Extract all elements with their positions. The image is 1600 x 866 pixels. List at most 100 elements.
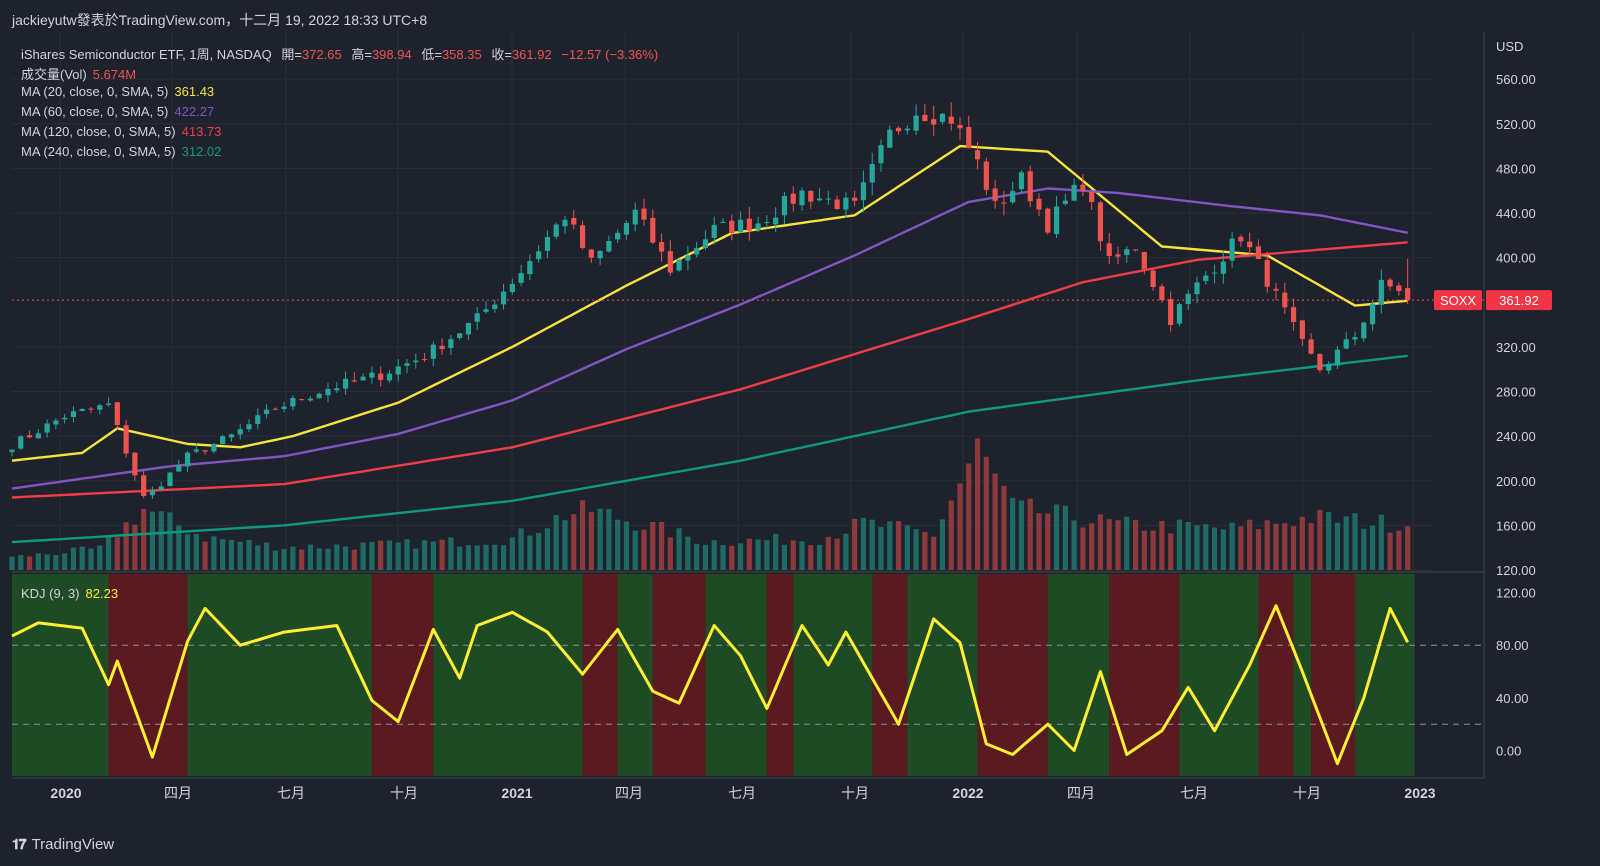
candle [1369, 300, 1376, 331]
volume-bar [18, 555, 24, 570]
candle [1115, 246, 1121, 265]
volume-bar [53, 555, 59, 570]
volume-bar [781, 544, 788, 570]
candle [430, 341, 436, 367]
candle-body [588, 249, 594, 258]
candle [1290, 298, 1297, 331]
candle [939, 112, 946, 125]
candle-body [553, 224, 559, 237]
volume-bar [457, 546, 463, 570]
candle [1220, 250, 1226, 284]
candle-body [1176, 304, 1183, 324]
candle [1045, 207, 1051, 235]
candle-body [334, 388, 340, 391]
volume-bar [764, 540, 770, 570]
volume-bar [1334, 522, 1341, 570]
candle [1168, 291, 1174, 332]
candle [579, 220, 586, 250]
volume-bar [114, 537, 120, 570]
kdj-zone [977, 574, 1048, 776]
volume-bar [1089, 523, 1095, 570]
candle-body [483, 309, 489, 312]
kdj-tick-label: 120.00 [1496, 586, 1536, 601]
candle-body [1027, 171, 1033, 202]
volume-bar [931, 536, 937, 570]
candle [9, 449, 15, 457]
candle [123, 419, 129, 458]
candle-body [1273, 288, 1279, 291]
time-tick-label: 四月 [1067, 785, 1095, 801]
volume-bar [641, 529, 647, 570]
candle [755, 216, 761, 233]
candle [395, 359, 401, 382]
candle-body [176, 465, 182, 472]
candle [465, 322, 472, 340]
candle [790, 186, 796, 212]
candlesticks[interactable] [9, 102, 1411, 500]
volume-bar [579, 500, 586, 570]
candle-body [1317, 354, 1323, 371]
candle [351, 372, 357, 383]
candle [773, 207, 779, 233]
volume-bar [176, 525, 182, 570]
candle-body [992, 188, 998, 201]
candle [439, 338, 445, 355]
candle [1308, 333, 1314, 355]
candle-body [228, 434, 235, 438]
price-tag-box [1486, 290, 1552, 311]
candle [1238, 234, 1244, 247]
candle-body [465, 322, 472, 335]
symbol-name: iShares Semiconductor ETF, 1周, NASDAQ [21, 47, 272, 62]
candle [70, 406, 77, 423]
ma120-label: MA (120, close, 0, SMA, 5) [21, 124, 176, 139]
vol-value: 5.674M [92, 67, 137, 82]
volume-bar [667, 537, 673, 570]
candle-body [1106, 243, 1112, 256]
candle [132, 452, 138, 481]
axes: USD 560.00 520.00 480.00 440.00 400.00 320.00 2… [12, 32, 1536, 801]
candle-body [1001, 202, 1007, 204]
volume-bar [325, 548, 331, 570]
currency-label: USD [1496, 39, 1523, 54]
volume-bar [35, 553, 41, 570]
volume-bar [860, 517, 867, 570]
volume-bar [834, 538, 840, 570]
close-value: 361.92 [511, 47, 552, 62]
candle [878, 139, 884, 172]
change-value: −12.57 (−3.36%) [561, 47, 659, 62]
candle [193, 443, 199, 454]
candle-body [1282, 292, 1288, 308]
candle [544, 230, 551, 259]
volume-bar [1405, 526, 1411, 570]
candle-body [421, 358, 428, 360]
volume-bar [597, 508, 603, 570]
candle [316, 392, 322, 399]
volume-bar [755, 539, 761, 570]
volume-bar [369, 541, 375, 570]
candle [325, 382, 331, 402]
candle [1343, 331, 1349, 350]
ma240-value: 312.02 [181, 144, 222, 159]
volume-bar [9, 556, 15, 570]
candle-body [843, 197, 849, 210]
ma60-value: 422.27 [174, 104, 215, 119]
last-price-tag: SOXX 361.92 [12, 290, 1552, 311]
candle-body [123, 425, 129, 454]
moving-average-lines [11, 144, 1408, 544]
ma20-legend: MA (20, close, 0, SMA, 5) 361.43 [21, 84, 220, 99]
candle [1001, 190, 1007, 216]
candle-body [1124, 249, 1130, 256]
candle-body [536, 251, 542, 260]
candle-body [729, 220, 735, 234]
candle-body [913, 115, 919, 131]
volume-bar [676, 528, 682, 570]
high-label: 高 [351, 47, 365, 62]
candle-body [272, 408, 278, 410]
ma240-legend: MA (240, close, 0, SMA, 5) 312.02 [21, 144, 227, 159]
candle-body [360, 376, 366, 381]
price-tick-label: 240.00 [1496, 429, 1536, 444]
volume-bar [1124, 516, 1130, 570]
volume-bar [1247, 519, 1253, 570]
candle-body [1299, 320, 1305, 339]
